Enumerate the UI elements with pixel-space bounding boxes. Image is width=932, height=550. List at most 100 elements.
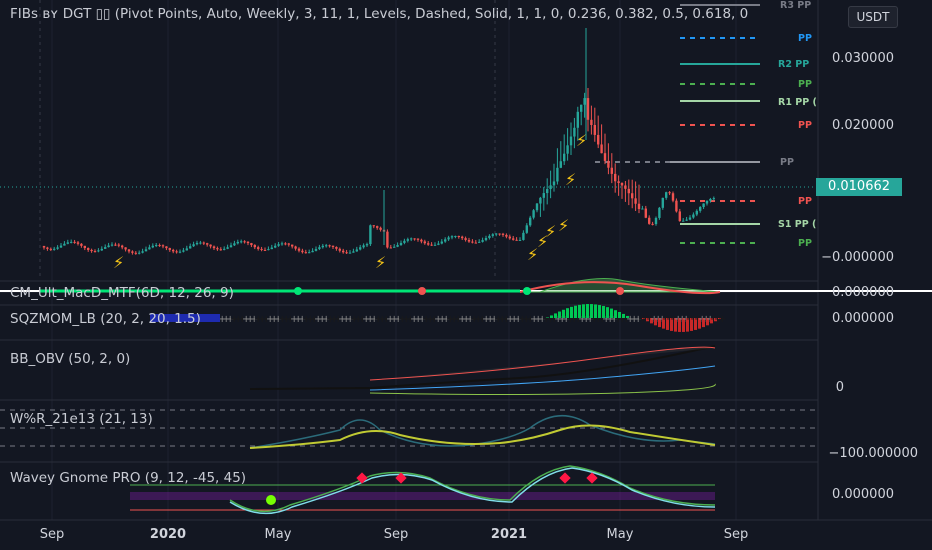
candle [223, 248, 226, 250]
candle [199, 242, 202, 244]
candle [484, 237, 488, 241]
candle [321, 245, 324, 248]
candle [155, 245, 158, 247]
sqz-dot: + [418, 314, 426, 325]
candle [189, 246, 192, 249]
sqz-bar [710, 318, 713, 324]
sqz-dot: + [474, 314, 482, 325]
sqz-dot: + [438, 314, 446, 325]
sqz-dot: + [558, 314, 566, 325]
candle [267, 249, 270, 251]
sqz-dot: + [310, 314, 318, 325]
sqz-dot: + [226, 314, 234, 325]
candle [522, 232, 525, 240]
time-label-sep-2020: Sep [383, 527, 409, 542]
candle [688, 217, 692, 220]
candle [610, 167, 613, 174]
sqz-blue-block [150, 314, 220, 322]
candle [274, 245, 277, 248]
candle [559, 161, 562, 168]
sqz-bar [706, 318, 709, 326]
current-price-badge: 0.010662 [816, 178, 902, 196]
obv-line [249, 345, 716, 390]
candle [257, 247, 260, 249]
candle [355, 249, 358, 252]
sqz-dot: + [350, 314, 358, 325]
wavey-band [130, 492, 715, 500]
obv-pane-title[interactable]: BB_OBV (50, 2, 0) [10, 351, 131, 367]
wavey-sell-marker [559, 472, 571, 484]
candle [665, 192, 668, 198]
candle [151, 245, 154, 248]
price-label-030: 0.030000 [831, 51, 894, 66]
price-label-020: 0.020000 [831, 118, 894, 133]
candle [338, 248, 341, 251]
candle [376, 226, 379, 228]
sqz-bar [626, 315, 629, 318]
candle [345, 252, 348, 254]
sqz-pane-title[interactable]: SQZMOM_LB (20, 2, 20, 1.5) [10, 311, 201, 327]
candle [627, 188, 630, 194]
candle [66, 242, 69, 244]
candle [593, 125, 596, 135]
candle [682, 220, 685, 222]
candle [461, 236, 464, 239]
candle [393, 246, 396, 248]
sqz-dot: + [250, 314, 258, 325]
obv-value-label: 0 [835, 380, 844, 395]
sqz-dot: + [446, 314, 454, 325]
wavey-pane-title[interactable]: Wavey Gnome PRO (9, 12, -45, 45) [10, 470, 247, 486]
candle [631, 193, 634, 199]
sqz-dot: + [342, 314, 350, 325]
candle [49, 248, 52, 250]
sqz-dot: + [462, 314, 470, 325]
candle [325, 245, 328, 247]
sqz-dot: + [338, 314, 346, 325]
macd-pane-title[interactable]: CM_Ult_MacD_MTF(6D, 12, 26, 9) [10, 285, 234, 301]
candle [250, 243, 253, 246]
sqz-dot: + [526, 314, 534, 325]
candle [433, 244, 437, 246]
signal-bolt-icon: ⚡ [527, 245, 539, 264]
candle [661, 197, 664, 208]
wr-pane-title[interactable]: W%R_21e13 (21, 13) [10, 411, 153, 427]
sqz-dot: + [450, 314, 458, 325]
wavey-buy-marker [266, 495, 276, 505]
candle [73, 241, 76, 243]
candle [420, 239, 423, 242]
candle [430, 244, 433, 246]
sqz-dot: + [386, 314, 394, 325]
sqz-bar [682, 318, 685, 332]
sqz-dot: + [370, 314, 378, 325]
candle [212, 246, 216, 249]
candle [396, 245, 399, 247]
signal-bolt-icon: ⚡ [558, 216, 570, 235]
candle [161, 245, 165, 247]
sqz-bar [594, 304, 597, 318]
sqz-dot: + [566, 314, 574, 325]
candle [372, 225, 375, 227]
indicator-title[interactable]: FIBs ʙʏ DGT ▯▯ (Pivot Points, Auto, Week… [10, 6, 749, 22]
candle [348, 252, 352, 254]
candle [512, 238, 515, 240]
sqz-dot: + [574, 314, 582, 325]
signal-bolt-icon: ⚡ [537, 232, 549, 251]
currency-button[interactable]: USDT [848, 6, 898, 28]
candle [263, 249, 267, 251]
sqz-dot: + [234, 314, 242, 325]
sqz-dot: + [586, 314, 594, 325]
candle [539, 197, 542, 204]
sqz-dot: + [498, 314, 506, 325]
candle [83, 245, 86, 249]
sqz-bar [694, 318, 697, 330]
sqz-dot: + [530, 314, 538, 325]
candle [450, 236, 454, 238]
wr-signal [249, 424, 716, 449]
candle [590, 119, 593, 126]
sqz-bar [558, 311, 561, 318]
candle [284, 243, 287, 245]
sqz-dot: + [606, 314, 614, 325]
candle [318, 247, 321, 250]
wavey-sell-marker [356, 472, 368, 484]
